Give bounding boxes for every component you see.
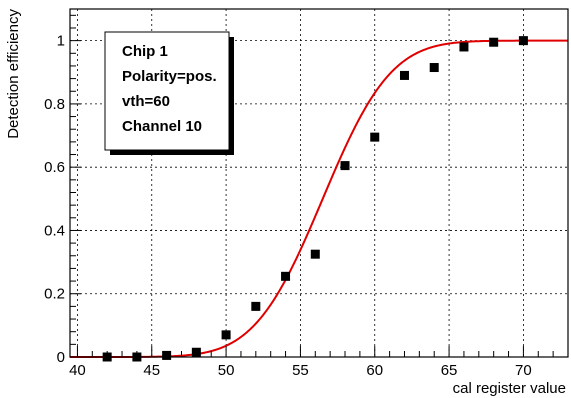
- y-tick-labels: 0 0.2 0.4 0.6 0.8 1: [44, 33, 65, 366]
- y-tick-label: 0.4: [44, 222, 65, 239]
- data-point: [251, 301, 261, 311]
- axis-ticks: [70, 14, 569, 358]
- x-tick-label: 70: [515, 362, 532, 379]
- data-point: [310, 249, 320, 259]
- info-box: Chip 1 Polarity=pos. vth=60 Channel 10: [104, 31, 234, 155]
- info-chip: Chip 1: [122, 43, 168, 60]
- info-channel: Channel 10: [122, 118, 202, 135]
- x-tick-label: 55: [292, 362, 309, 379]
- data-point: [370, 132, 380, 142]
- x-tick-labels: 40 45 50 55 60 65 70: [69, 362, 532, 379]
- info-box-frame: [104, 31, 230, 151]
- info-threshold: vth=60: [122, 93, 170, 110]
- info-polarity: Polarity=pos.: [122, 68, 217, 85]
- data-point: [489, 37, 499, 47]
- y-tick-label: 0.8: [44, 96, 65, 113]
- x-tick-label: 65: [441, 362, 458, 379]
- y-tick-label: 0.2: [44, 286, 65, 303]
- data-point: [281, 271, 291, 281]
- data-point: [340, 161, 350, 171]
- data-point: [221, 330, 231, 340]
- y-tick-label: 0: [57, 349, 65, 366]
- y-tick-label: 0.6: [44, 159, 65, 176]
- data-point: [399, 70, 409, 80]
- data-point: [518, 36, 528, 46]
- y-axis-title: Detection efficiency: [5, 9, 22, 139]
- x-tick-label: 40: [69, 362, 86, 379]
- x-tick-label: 50: [218, 362, 235, 379]
- x-tick-label: 60: [366, 362, 383, 379]
- data-point: [459, 42, 469, 52]
- x-axis-title: cal register value: [453, 380, 566, 397]
- y-tick-label: 1: [57, 33, 65, 50]
- data-point: [429, 63, 439, 73]
- plot-frame: [69, 8, 569, 358]
- x-tick-label: 45: [143, 362, 160, 379]
